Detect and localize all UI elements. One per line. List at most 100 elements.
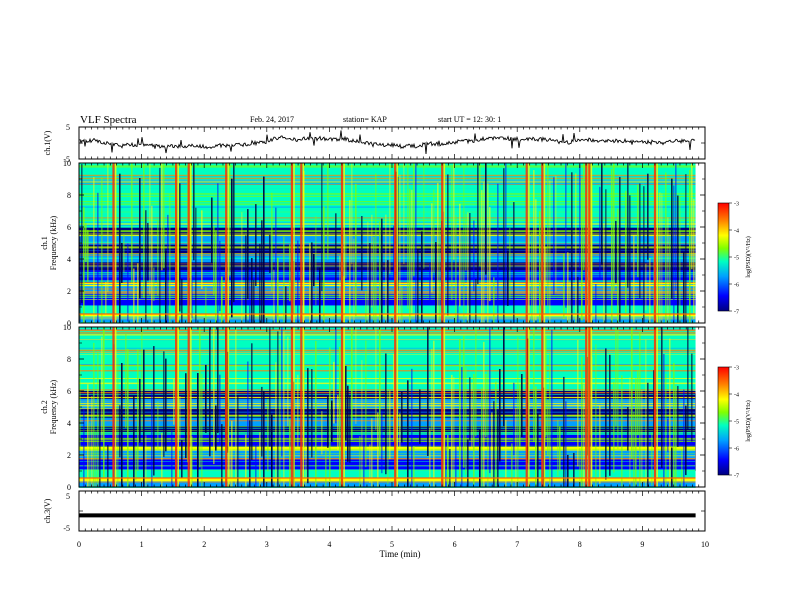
spectrogram-line <box>79 433 696 434</box>
spectrogram-column <box>311 242 313 323</box>
spectrogram-column <box>533 170 535 323</box>
spectrogram-line <box>79 250 696 251</box>
xtick-label: 8 <box>578 540 582 549</box>
spectrogram-column <box>249 269 251 323</box>
spectrogram-column <box>467 212 469 323</box>
spectrogram-column <box>533 327 535 443</box>
spectrogram-column <box>119 173 121 323</box>
spectrogram-column <box>339 346 341 487</box>
spectrogram-column <box>219 240 221 311</box>
spectrogram-column <box>483 182 485 323</box>
spectrogram-line <box>79 392 696 394</box>
spectrogram-column <box>615 327 617 426</box>
spectrogram-column <box>641 390 643 484</box>
spectrogram-column <box>119 405 121 458</box>
spectrogram-column <box>285 286 287 323</box>
spectrogram-column <box>143 349 145 487</box>
spectrogram-line <box>79 352 696 353</box>
ch1-ytick-bottom: -5 <box>63 155 70 164</box>
spectrogram-burst-halo <box>343 163 345 323</box>
spectrogram-line <box>79 440 696 442</box>
spectrogram-line <box>79 339 696 341</box>
spectrogram-column <box>645 339 647 487</box>
spectrogram-column <box>579 448 581 487</box>
spectrogram-column <box>137 349 139 471</box>
spectrogram-column <box>481 190 483 323</box>
spectrogram-burst-halo <box>528 163 530 323</box>
spectrogram-column <box>621 375 623 487</box>
spectrogram-column <box>639 331 641 487</box>
ytick-label: 0 <box>67 319 71 328</box>
spectrogram-column <box>615 220 617 284</box>
spectrogram-column <box>667 217 669 323</box>
spectrogram-column <box>283 331 285 487</box>
spectrogram-column <box>427 327 429 456</box>
ch1-colorbar-label: log(PSD)(V²/Hz) <box>745 236 752 277</box>
spectrogram-column <box>453 377 455 487</box>
spectrogram-column <box>215 232 217 323</box>
spectrogram-column <box>329 347 331 487</box>
spectrogram-line <box>79 332 696 334</box>
spectrogram-column <box>271 414 273 487</box>
spectrogram-burst-halo <box>443 163 446 323</box>
spectrogram-column <box>605 189 607 323</box>
spectrogram-column <box>259 432 261 487</box>
spectrogram-column <box>151 391 153 487</box>
spectrogram-column <box>369 243 371 323</box>
spectrogram-column <box>413 446 415 487</box>
spectrogram-column <box>127 348 129 487</box>
spectrogram-column <box>583 163 585 271</box>
spectrogram-column <box>485 374 487 438</box>
spectrogram-column <box>261 386 263 457</box>
spectrogram-column <box>463 335 465 468</box>
spectrogram-line <box>79 203 696 205</box>
spectrogram-column <box>401 286 403 323</box>
spectrogram-line <box>79 449 696 451</box>
spectrogram-line <box>79 458 696 460</box>
spectrogram-line <box>79 415 696 417</box>
spectrogram-column <box>153 346 155 476</box>
spectrogram-column <box>219 374 221 445</box>
spectrogram-column <box>505 420 507 487</box>
spectrogram-line <box>79 371 696 373</box>
spectrogram-column <box>647 382 649 487</box>
spectrogram-band <box>79 371 696 391</box>
spectrogram-burst <box>290 327 293 487</box>
spectrogram-column <box>389 163 391 274</box>
spectrogram-column <box>169 194 171 323</box>
spectrogram-column <box>669 338 671 487</box>
spectrogram-line <box>79 330 696 332</box>
spectrogram-column <box>267 399 269 472</box>
spectrogram-column <box>663 354 665 487</box>
spectrogram-column <box>473 220 475 292</box>
spectrogram-burst <box>394 327 397 487</box>
spectrogram-column <box>495 381 497 487</box>
spectrogram-line <box>79 174 696 176</box>
spectrogram-column <box>483 341 485 487</box>
spectrogram-column <box>107 445 109 487</box>
ch1-spectrogram-ylabel-channel: ch.1 <box>40 236 49 250</box>
spectrogram-burst-halo <box>177 327 179 487</box>
spectrogram-column <box>549 180 551 323</box>
spectrogram-column <box>125 333 127 428</box>
ch2-spectrogram-yticks: 0 2 4 6 8 10 <box>63 323 705 492</box>
spectrogram-column <box>407 163 409 309</box>
spectrogram-column <box>431 203 433 293</box>
spectrogram-burst <box>175 327 178 487</box>
spectrogram-burst <box>300 163 303 323</box>
spectrogram-burst <box>225 163 228 323</box>
spectrogram-column <box>363 438 365 487</box>
spectrogram-line <box>79 246 696 247</box>
spectrogram-column <box>349 396 351 463</box>
spectrogram-band <box>79 477 696 482</box>
spectrogram-column <box>653 370 655 448</box>
spectrogram-column <box>455 445 457 487</box>
spectrogram-line <box>79 193 696 195</box>
spectrogram-column <box>159 167 161 323</box>
xtick-label: 9 <box>640 540 644 549</box>
spectrogram-line <box>79 217 696 219</box>
spectrogram-column <box>307 368 309 484</box>
spectrogram-column <box>457 274 459 323</box>
spectrogram-column <box>373 236 375 323</box>
spectrogram-column <box>201 374 203 487</box>
